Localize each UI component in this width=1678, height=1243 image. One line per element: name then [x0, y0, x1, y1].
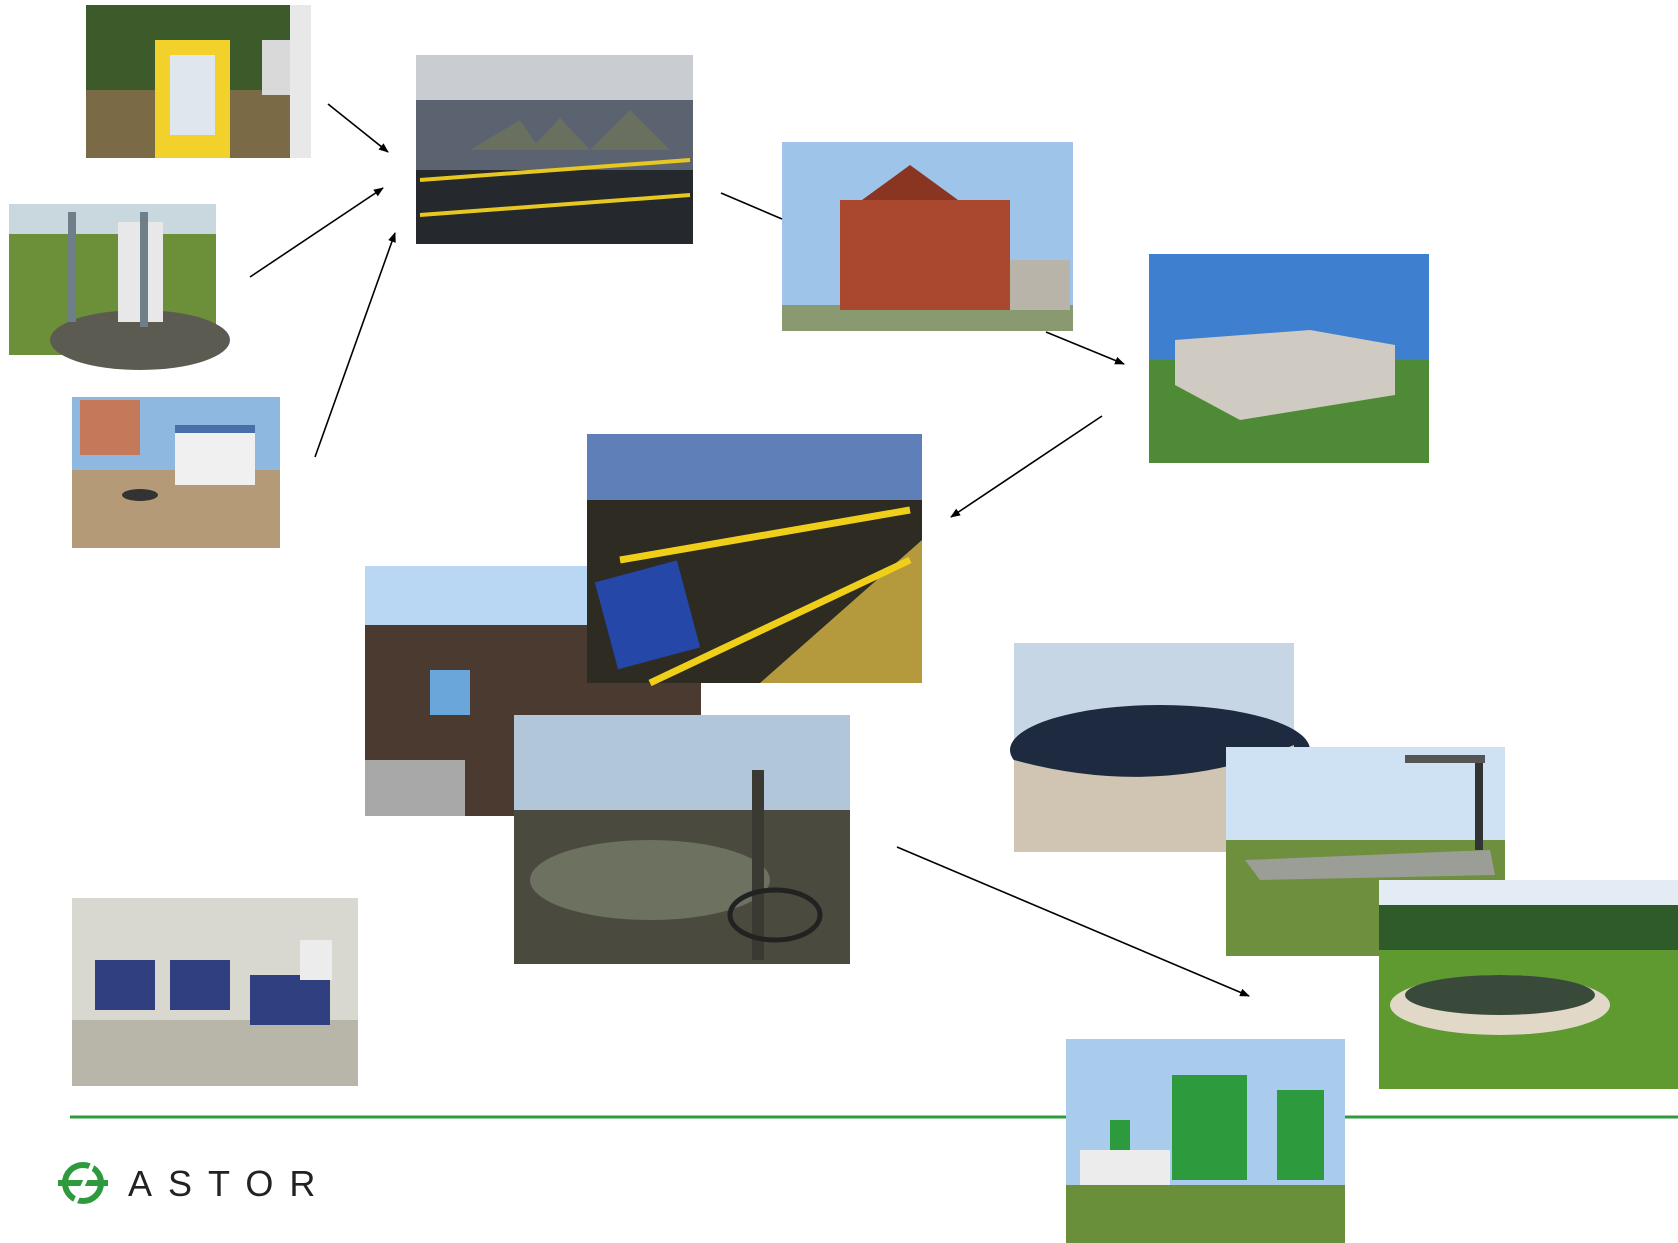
photo — [72, 898, 358, 1086]
arrow — [720, 192, 783, 220]
logo-text: ASTOR — [128, 1163, 331, 1204]
photo — [1149, 254, 1429, 463]
photo — [1066, 1039, 1345, 1243]
photo — [416, 55, 693, 244]
logo: ASTOR — [58, 1160, 331, 1206]
photo — [587, 434, 922, 687]
arrow — [249, 187, 384, 278]
arrow — [1045, 331, 1125, 365]
photo — [1379, 880, 1678, 1089]
photo — [86, 5, 311, 158]
photo — [514, 715, 850, 964]
arrow — [950, 415, 1103, 518]
arrow — [327, 103, 389, 153]
arrow — [896, 846, 1250, 997]
photo — [782, 142, 1073, 331]
arrow — [314, 232, 396, 458]
arrows — [249, 103, 1250, 997]
photo — [72, 397, 280, 548]
logo-icon — [72, 1160, 96, 1206]
photo — [9, 204, 230, 370]
